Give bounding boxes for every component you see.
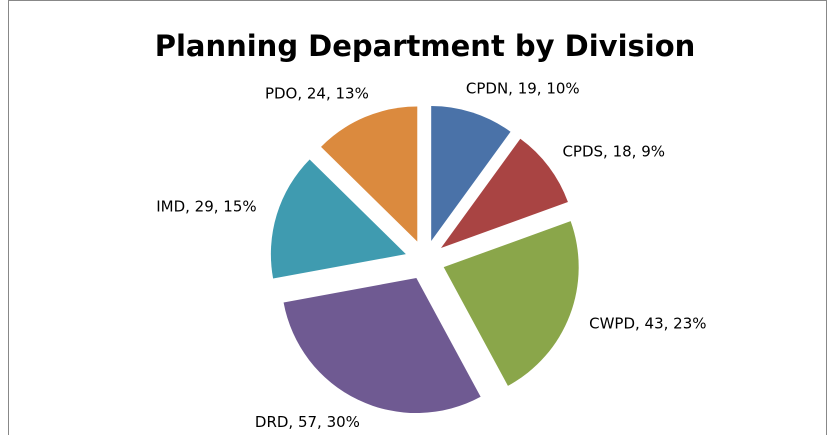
data-label: CWPD, 43, 23% <box>589 315 706 333</box>
pie-slice <box>443 221 579 386</box>
pie-slice <box>431 105 511 241</box>
data-label: PDO, 24, 13% <box>265 84 369 102</box>
pie-slice <box>321 106 418 242</box>
data-label: IMD, 29, 15% <box>156 198 256 216</box>
pie-slice <box>283 278 481 414</box>
data-label: CPDN, 19, 10% <box>466 79 580 97</box>
chart-title: Planning Department by Division <box>155 29 696 63</box>
pie-slice <box>270 159 406 279</box>
chart-frame <box>8 0 827 435</box>
data-label: CPDS, 18, 9% <box>562 142 665 160</box>
data-label: DRD, 57, 30% <box>255 413 360 431</box>
pie-slice <box>440 138 568 248</box>
